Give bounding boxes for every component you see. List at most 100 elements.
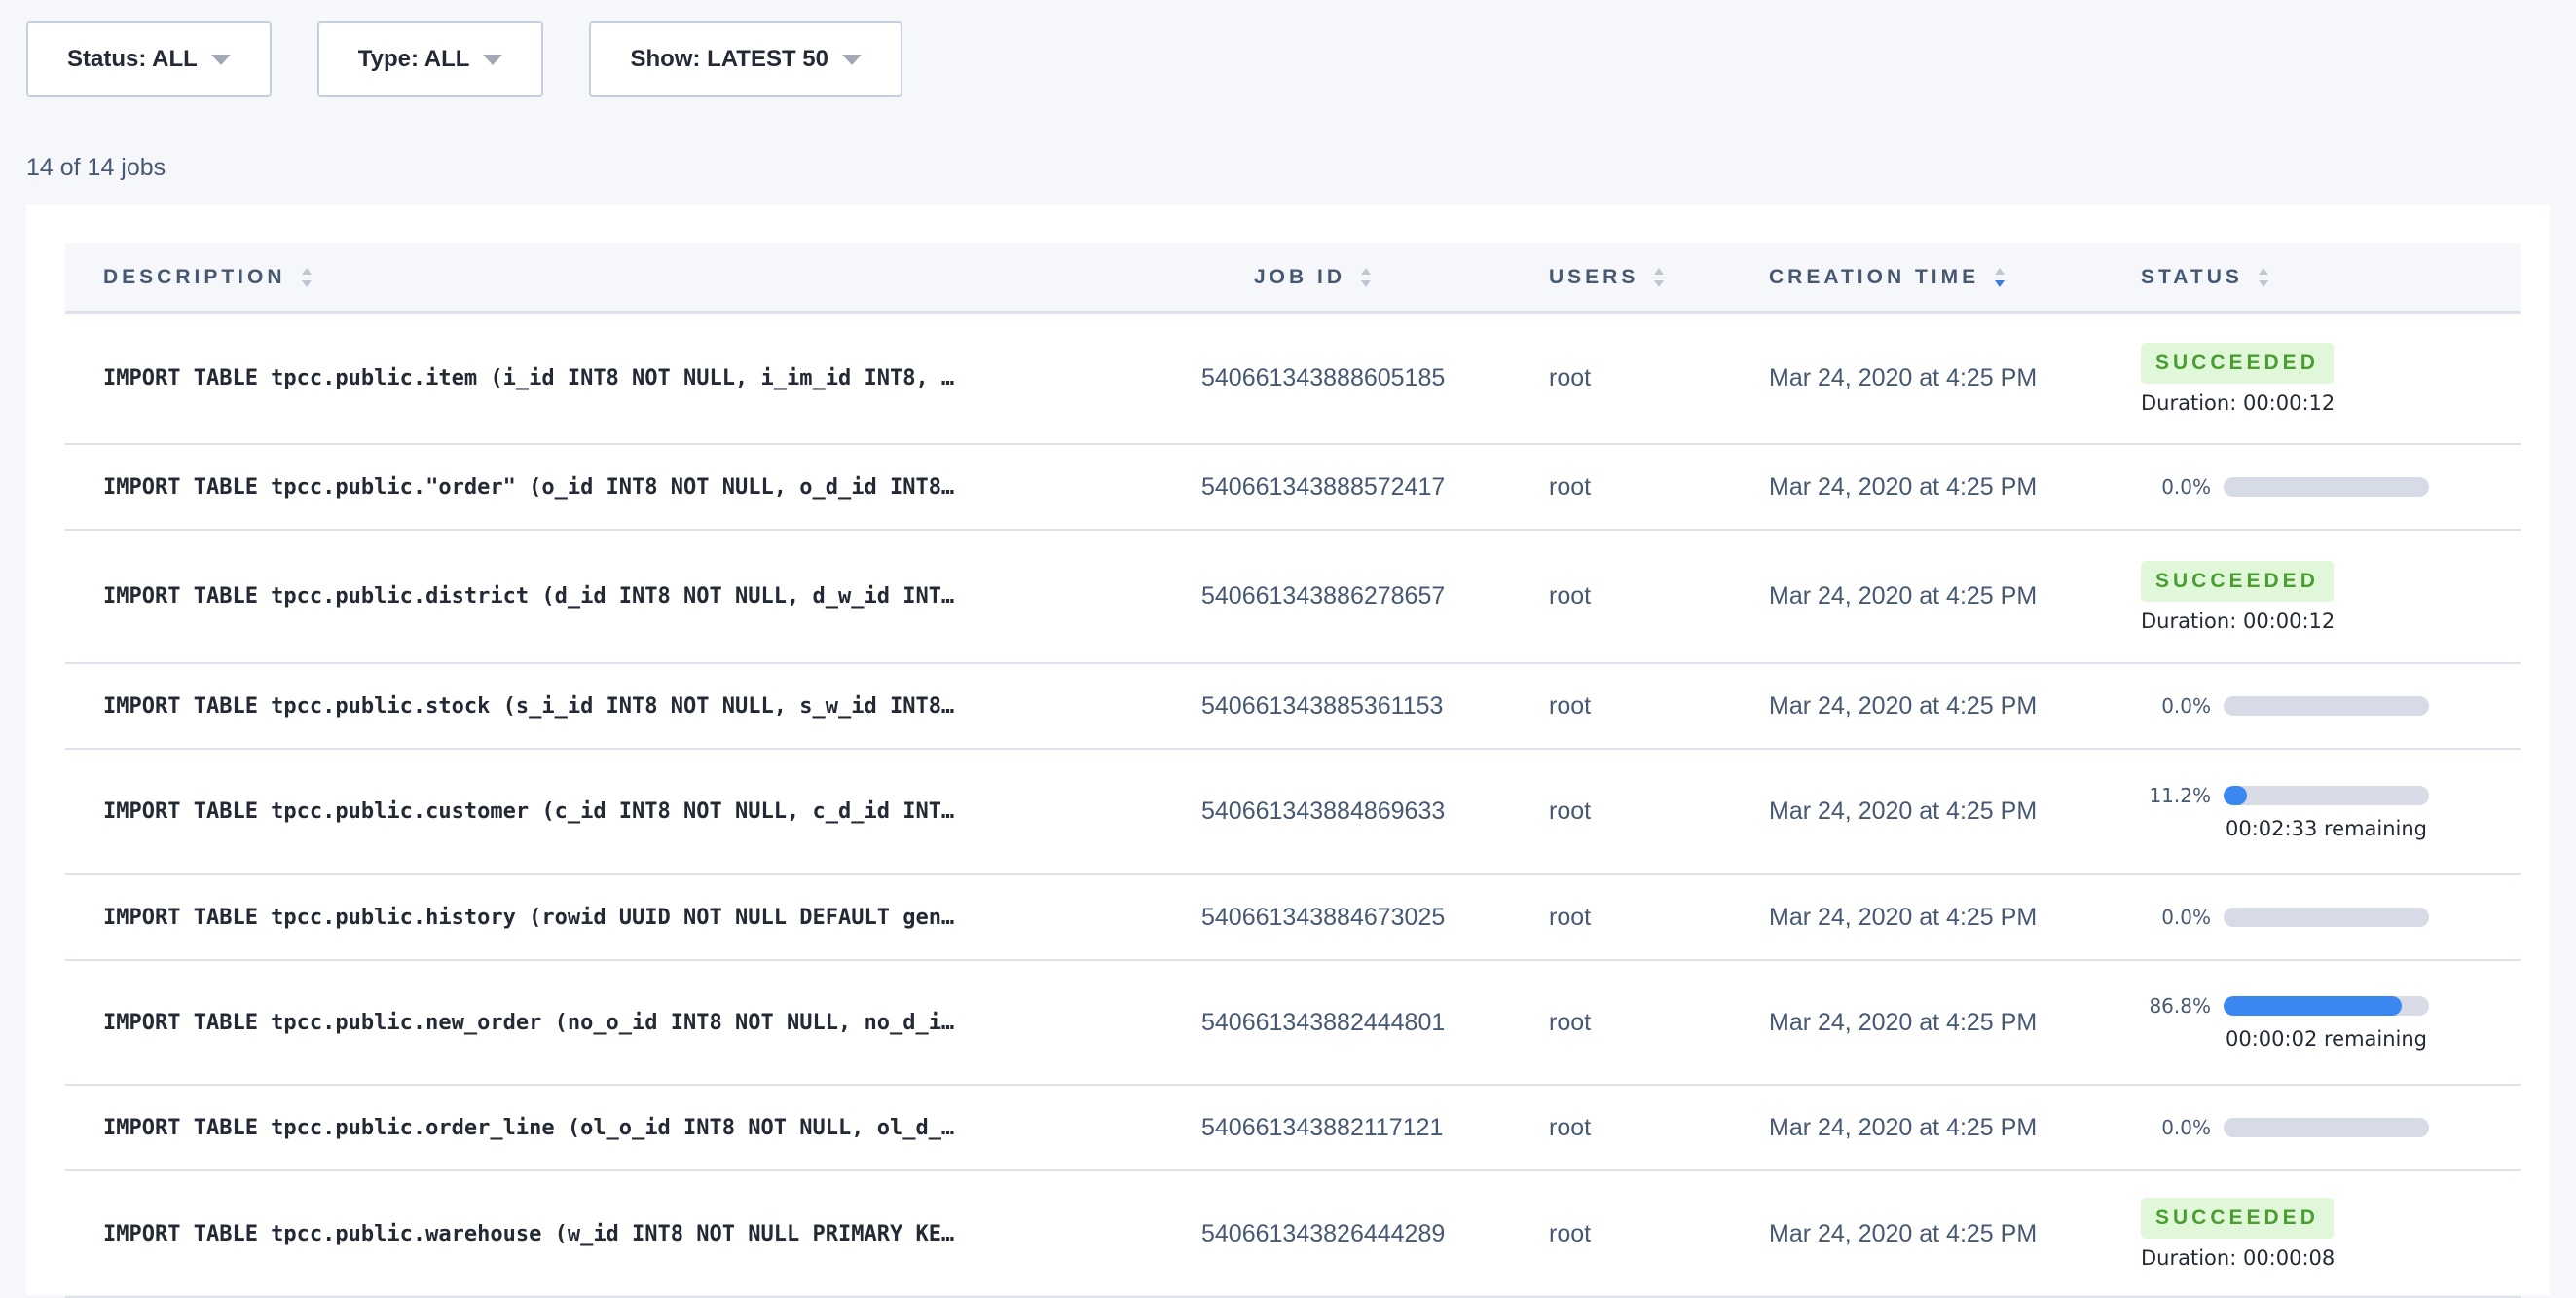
progress-percent: 0.0% xyxy=(2161,694,2211,718)
header-label: STATUS xyxy=(2141,265,2243,288)
job-id: 540661343888605185 xyxy=(1201,364,1446,391)
table-header: DESCRIPTION JOB ID USERS CREATION TIME S… xyxy=(65,243,2521,314)
job-id: 540661343884869633 xyxy=(1201,797,1446,825)
type-filter-label: Type: ALL xyxy=(357,46,470,72)
column-header-creation-time[interactable]: CREATION TIME xyxy=(1769,266,2141,289)
creation-time: Mar 24, 2020 at 4:25 PM xyxy=(1769,797,2038,825)
status-badge: SUCCEEDED xyxy=(2141,560,2334,602)
job-id: 540661343882117121 xyxy=(1201,1113,1444,1141)
job-id: 540661343884673025 xyxy=(1201,903,1446,931)
status-filter-dropdown[interactable]: Status: ALL xyxy=(26,21,272,97)
job-id: 540661343885361153 xyxy=(1201,691,1444,720)
status-cell: 86.8% 00:00:02 remaining xyxy=(2141,994,2521,1051)
status-badge: SUCCEEDED xyxy=(2141,1198,2334,1239)
status-badge: SUCCEEDED xyxy=(2141,342,2334,384)
sort-icon xyxy=(301,267,312,287)
job-user: root xyxy=(1549,1219,1592,1247)
status-cell: 11.2% 00:02:33 remaining xyxy=(2141,784,2521,840)
job-user: root xyxy=(1549,1113,1592,1141)
table-body: IMPORT TABLE tpcc.public.item (i_id INT8… xyxy=(65,314,2521,1298)
job-user: root xyxy=(1549,364,1592,391)
jobs-panel: DESCRIPTION JOB ID USERS CREATION TIME S… xyxy=(26,204,2550,1298)
progress-bar xyxy=(2224,1118,2429,1137)
job-description[interactable]: IMPORT TABLE tpcc.public."order" (o_id I… xyxy=(103,474,955,500)
creation-time: Mar 24, 2020 at 4:25 PM xyxy=(1769,1113,2038,1141)
progress-bar xyxy=(2224,996,2429,1016)
status-cell: 0.0% xyxy=(2141,906,2521,929)
job-id: 540661343882444801 xyxy=(1201,1008,1446,1036)
job-count: 14 of 14 jobs xyxy=(26,154,166,181)
creation-time: Mar 24, 2020 at 4:25 PM xyxy=(1769,364,2038,391)
table-row[interactable]: IMPORT TABLE tpcc.public.history (rowid … xyxy=(65,875,2521,961)
status-cell: SUCCEEDED Duration: 00:00:08 xyxy=(2141,1198,2521,1270)
caret-down-icon xyxy=(210,54,231,65)
job-description[interactable]: IMPORT TABLE tpcc.public.new_order (no_o… xyxy=(103,1010,955,1035)
job-user: root xyxy=(1549,903,1592,931)
progress-bar xyxy=(2224,696,2429,716)
sort-icon xyxy=(2258,267,2268,287)
show-filter-dropdown[interactable]: Show: LATEST 50 xyxy=(589,21,903,97)
filter-bar: Status: ALL Type: ALL Show: LATEST 50 xyxy=(26,21,903,97)
duration: Duration: 00:00:12 xyxy=(2141,609,2336,633)
progress-percent: 86.8% xyxy=(2149,994,2211,1018)
creation-time: Mar 24, 2020 at 4:25 PM xyxy=(1769,472,2038,501)
type-filter-dropdown[interactable]: Type: ALL xyxy=(316,21,544,97)
header-label: USERS xyxy=(1549,265,1639,288)
jobs-table: DESCRIPTION JOB ID USERS CREATION TIME S… xyxy=(65,243,2521,1298)
table-row[interactable]: IMPORT TABLE tpcc.public.district (d_id … xyxy=(65,531,2521,664)
table-row[interactable]: IMPORT TABLE tpcc.public."order" (o_id I… xyxy=(65,445,2521,531)
progress-bar xyxy=(2224,785,2429,805)
job-description[interactable]: IMPORT TABLE tpcc.public.history (rowid … xyxy=(103,905,955,930)
creation-time: Mar 24, 2020 at 4:25 PM xyxy=(1769,903,2038,931)
status-filter-label: Status: ALL xyxy=(67,46,198,72)
column-header-job-id[interactable]: JOB ID xyxy=(1201,266,1549,289)
status-cell: 0.0% xyxy=(2141,694,2521,718)
progress-bar xyxy=(2224,477,2429,497)
job-description[interactable]: IMPORT TABLE tpcc.public.stock (s_i_id I… xyxy=(103,693,955,719)
duration: Duration: 00:00:08 xyxy=(2141,1246,2336,1270)
job-description[interactable]: IMPORT TABLE tpcc.public.customer (c_id … xyxy=(103,799,955,824)
caret-down-icon xyxy=(483,54,503,65)
status-cell: 0.0% xyxy=(2141,1116,2521,1139)
job-user: root xyxy=(1549,582,1592,610)
creation-time: Mar 24, 2020 at 4:25 PM xyxy=(1769,582,2038,610)
job-user: root xyxy=(1549,472,1592,501)
time-remaining: 00:00:02 remaining xyxy=(2225,1027,2428,1051)
job-id: 540661343886278657 xyxy=(1201,582,1446,610)
progress-fill xyxy=(2224,996,2403,1016)
column-header-description[interactable]: DESCRIPTION xyxy=(65,266,1201,289)
table-row[interactable]: IMPORT TABLE tpcc.public.order_line (ol_… xyxy=(65,1086,2521,1171)
sort-desc-icon xyxy=(1995,267,2006,287)
creation-time: Mar 24, 2020 at 4:25 PM xyxy=(1769,1219,2038,1247)
progress-bar xyxy=(2224,908,2429,927)
job-id: 540661343888572417 xyxy=(1201,472,1446,501)
duration: Duration: 00:00:12 xyxy=(2141,390,2336,415)
column-header-status[interactable]: STATUS xyxy=(2141,266,2521,289)
header-label: CREATION TIME xyxy=(1769,265,1980,288)
progress-percent: 0.0% xyxy=(2161,1116,2211,1139)
job-description[interactable]: IMPORT TABLE tpcc.public.district (d_id … xyxy=(103,584,955,609)
column-header-users[interactable]: USERS xyxy=(1549,266,1769,289)
table-row[interactable]: IMPORT TABLE tpcc.public.stock (s_i_id I… xyxy=(65,664,2521,750)
table-row[interactable]: IMPORT TABLE tpcc.public.new_order (no_o… xyxy=(65,961,2521,1086)
table-row[interactable]: IMPORT TABLE tpcc.public.item (i_id INT8… xyxy=(65,314,2521,445)
creation-time: Mar 24, 2020 at 4:25 PM xyxy=(1769,691,2038,720)
progress-percent: 0.0% xyxy=(2161,475,2211,499)
status-cell: 0.0% xyxy=(2141,475,2521,499)
job-description[interactable]: IMPORT TABLE tpcc.public.order_line (ol_… xyxy=(103,1115,955,1140)
table-row[interactable]: IMPORT TABLE tpcc.public.customer (c_id … xyxy=(65,750,2521,875)
creation-time: Mar 24, 2020 at 4:25 PM xyxy=(1769,1008,2038,1036)
show-filter-label: Show: LATEST 50 xyxy=(630,46,829,72)
time-remaining: 00:02:33 remaining xyxy=(2225,816,2428,840)
sort-icon xyxy=(1654,267,1665,287)
progress-percent: 11.2% xyxy=(2149,783,2211,807)
job-description[interactable]: IMPORT TABLE tpcc.public.item (i_id INT8… xyxy=(103,366,955,390)
job-user: root xyxy=(1549,797,1592,825)
table-row[interactable]: IMPORT TABLE tpcc.public.warehouse (w_id… xyxy=(65,1171,2521,1298)
job-description[interactable]: IMPORT TABLE tpcc.public.warehouse (w_id… xyxy=(103,1221,955,1246)
sort-icon xyxy=(1361,267,1372,287)
header-label: DESCRIPTION xyxy=(103,265,286,288)
job-id: 540661343826444289 xyxy=(1201,1219,1446,1247)
job-user: root xyxy=(1549,1008,1592,1036)
header-label: JOB ID xyxy=(1254,265,1346,288)
